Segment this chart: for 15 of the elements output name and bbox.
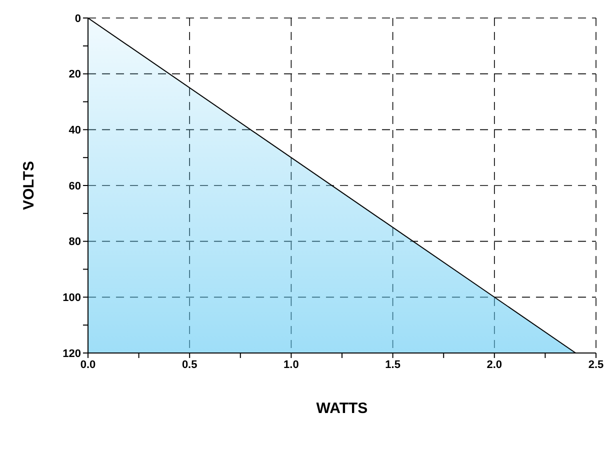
y-axis-title: VOLTS <box>20 161 38 210</box>
x-tick-label: 0.5 <box>182 358 198 371</box>
x-tick-label: 2.5 <box>588 358 604 371</box>
y-tick-label: 100 <box>62 292 81 304</box>
x-tick-label: 1.0 <box>284 358 299 371</box>
y-tick-label: 20 <box>68 68 81 81</box>
y-tick-label: 0 <box>74 12 81 25</box>
x-tick-label: 0.0 <box>80 358 96 371</box>
x-tick-label: 2.0 <box>486 358 502 371</box>
x-axis-title: WATTS <box>316 400 368 417</box>
x-tick-label: 1.5 <box>385 358 400 371</box>
y-tick-label: 80 <box>68 236 81 248</box>
y-tick-label: 40 <box>68 124 81 137</box>
y-tick-label: 60 <box>68 180 81 192</box>
y-tick-label: 120 <box>62 348 81 360</box>
